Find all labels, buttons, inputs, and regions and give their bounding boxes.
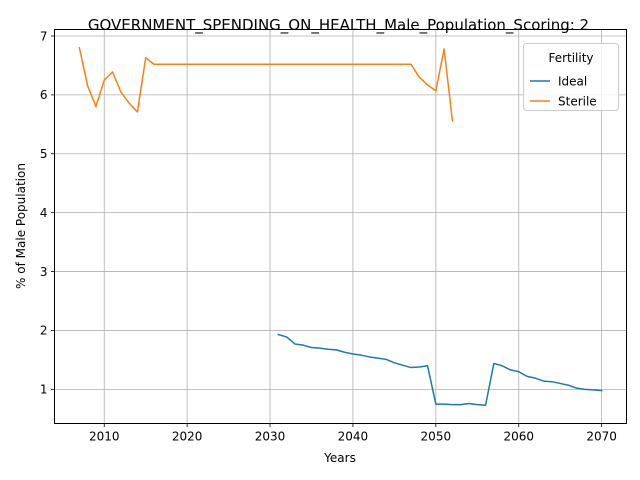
legend-label-ideal: Ideal <box>558 74 587 88</box>
grid <box>54 29 627 424</box>
y-tick-label: 6 <box>40 88 48 102</box>
y-axis: 1 2 3 4 5 6 7 <box>40 29 55 397</box>
x-tick-label: 2010 <box>89 430 120 444</box>
x-tick-label: 2020 <box>172 430 203 444</box>
series-line-ideal <box>277 333 603 406</box>
x-tick-label: 2070 <box>586 430 617 444</box>
legend-label-sterile: Sterile <box>558 94 597 108</box>
series-line-sterile <box>78 46 454 122</box>
y-axis-label: % of Male Population <box>14 163 28 289</box>
chart-title: GOVERNMENT_SPENDING_ON_HEALTH_Male_Popul… <box>88 16 589 35</box>
y-tick-label: 5 <box>40 147 48 161</box>
legend: Fertility Ideal Sterile <box>523 43 619 111</box>
legend-title: Fertility <box>548 51 593 65</box>
y-tick-label: 1 <box>40 383 48 397</box>
x-tick-label: 2030 <box>255 430 286 444</box>
legend-box <box>523 43 619 111</box>
y-tick-label: 4 <box>40 206 48 220</box>
series-layer <box>78 46 603 406</box>
x-axis: 2010 2020 2030 2040 2050 2060 2070 <box>89 423 617 444</box>
x-tick-label: 2050 <box>421 430 452 444</box>
x-tick-label: 2060 <box>503 430 534 444</box>
x-axis-label: Years <box>323 451 356 465</box>
y-tick-label: 7 <box>40 29 48 43</box>
plot-frame <box>54 29 627 424</box>
x-tick-label: 2040 <box>338 430 369 444</box>
y-tick-label: 2 <box>40 324 48 338</box>
y-tick-label: 3 <box>40 265 48 279</box>
